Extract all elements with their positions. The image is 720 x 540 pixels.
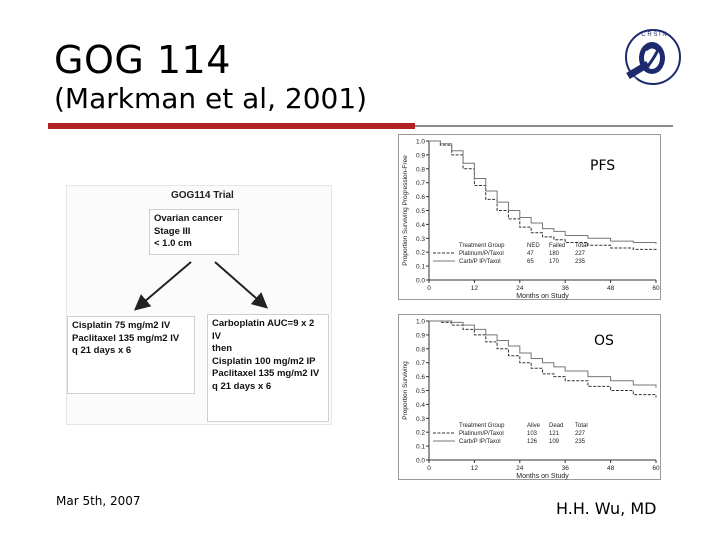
y-tick-label: 0.0 [416,278,425,285]
x-axis-label: Months on Study [516,293,569,300]
legend-header: Alive [527,423,541,429]
y-tick-label: 0.4 [416,402,425,409]
series-line-2 [429,320,657,388]
y-tick-label: 1.0 [416,319,425,326]
x-tick-label: 24 [516,465,524,472]
x-tick-label: 24 [516,285,524,292]
legend-cell: Carb/P IP/Taxol [459,439,501,445]
iv-arm-box: Cisplatin 75 mg/m2 IV Paclitaxel 135 mg/… [67,316,195,394]
y-tick-label: 0.2 [416,430,425,437]
y-tick-label: 0.6 [416,194,425,201]
pfs-plot: 0.0 0.1 0.2 0.3 0.4 0.5 0.6 0.7 0.8 0.9 1.0 0 12 24 36… [402,139,660,301]
y-tick-label: 0.9 [416,152,425,159]
y-tick-label: 1.0 [416,139,425,146]
legend-cell: 180 [549,251,560,257]
x-tick-label: 0 [427,285,431,292]
x-tick-label: 36 [562,465,570,472]
legend-cell: 109 [549,439,560,445]
legend-cell: Platinum/P/Taxol [459,251,504,257]
series-line-2 [429,140,657,244]
y-axis-label: Proportion Surviving [402,361,409,420]
x-tick-label: 60 [652,465,660,472]
legend-cell: 65 [527,259,534,265]
pfs-chart-title: PFS [590,158,616,174]
logo-text-top: C R S I N [641,32,666,38]
x-tick-label: 36 [562,285,570,292]
os-chart: 0.0 0.1 0.2 0.3 0.4 0.5 0.6 0.7 0.8 0.9 1.0 0 12 24 36… [398,314,661,480]
y-axis-label: Proportion Surviving Progression-Free [402,155,409,266]
slide-subtitle: (Markman et al, 2001) [54,82,368,115]
legend-cell: 121 [549,431,560,437]
x-tick-label: 0 [427,465,431,472]
legend-cell: Carb/P IP/Taxol [459,259,501,265]
legend-header: Dead [549,423,563,429]
series-line-1 [429,320,657,398]
y-tick-label: 0.8 [416,346,425,353]
legend-cell: 235 [575,439,586,445]
slide-title: GOG 114 [54,38,231,82]
footer-date: Mar 5th, 2007 [56,494,141,508]
legend-cell: 47 [527,251,534,257]
ip-arm-box: Carboplatin AUC=9 x 2 IV then Cisplatin … [207,314,329,422]
legend-header: Treatment Group [459,243,505,249]
series-line-1 [429,140,657,251]
x-tick-label: 12 [471,465,479,472]
y-tick-label: 0.7 [416,360,425,367]
legend-cell: Platinum/P/Taxol [459,431,504,437]
title-divider-rule [415,125,673,127]
y-tick-label: 0.3 [416,236,425,243]
legend-cell: 170 [549,259,560,265]
legend-header: NED [527,243,540,249]
y-tick-label: 0.3 [416,416,425,423]
y-tick-label: 0.5 [416,208,425,215]
y-tick-label: 0.7 [416,180,425,187]
flowchart-heading: GOG114 Trial [171,190,234,201]
os-plot: 0.0 0.1 0.2 0.3 0.4 0.5 0.6 0.7 0.8 0.9 1.0 0 12 24 36… [402,319,660,481]
flowchart-arrows [133,261,269,311]
y-tick-label: 0.6 [416,374,425,381]
y-tick-label: 0.0 [416,458,425,465]
x-axis-label: Months on Study [516,473,569,480]
y-tick-label: 0.4 [416,222,425,229]
legend-header: Treatment Group [459,423,505,429]
legend-cell: 235 [575,259,586,265]
y-tick-label: 0.1 [416,444,425,451]
x-tick-label: 12 [471,285,479,292]
legend-header: Total [575,423,588,429]
eligibility-box: Ovarian cancer Stage III < 1.0 cm [149,209,239,255]
y-tick-label: 0.2 [416,250,425,257]
logo-text-bottom: T E R [628,73,642,85]
legend-cell: 227 [575,431,586,437]
legend-cell: 126 [527,439,538,445]
x-tick-label: 48 [607,465,615,472]
legend-cell: 227 [575,251,586,257]
ribbon-emblem-icon: C R S I N T E R [618,24,684,90]
y-tick-label: 0.1 [416,264,425,271]
pfs-chart: 0.0 0.1 0.2 0.3 0.4 0.5 0.6 0.7 0.8 0.9 1.0 0 12 24 36… [398,134,661,300]
trial-flowchart: GOG114 Trial Ovarian cancer Stage III < … [66,185,332,425]
os-chart-title: OS [594,333,614,349]
x-tick-label: 48 [607,285,615,292]
y-tick-label: 0.8 [416,166,425,173]
x-tick-label: 60 [652,285,660,292]
title-accent-rule [48,123,415,129]
legend-cell: 103 [527,431,538,437]
legend-header: Total [575,243,588,249]
legend-header: Failed [549,243,565,249]
y-tick-label: 0.9 [416,332,425,339]
y-tick-label: 0.5 [416,388,425,395]
footer-author: H.H. Wu, MD [556,499,657,518]
